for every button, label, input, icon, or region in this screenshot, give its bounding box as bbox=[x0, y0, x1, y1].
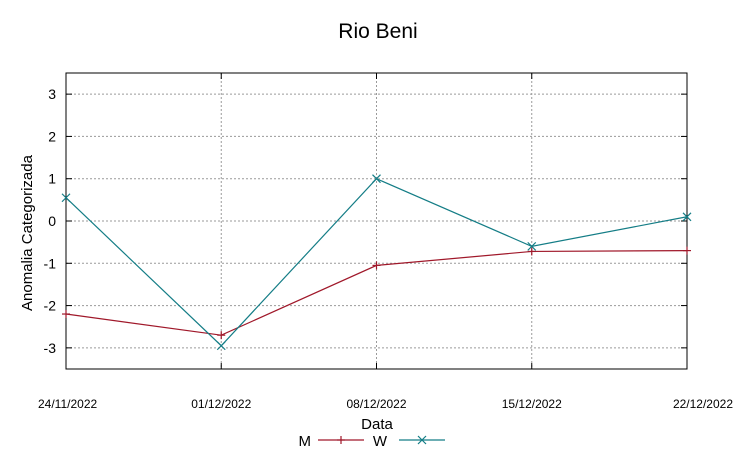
gridlines bbox=[65, 73, 688, 369]
data-point-M bbox=[683, 246, 691, 255]
x-tick-label: 08/12/2022 bbox=[346, 397, 406, 411]
data-point-W bbox=[61, 193, 71, 203]
y-tick-label: -1 bbox=[44, 255, 57, 271]
legend-label: W bbox=[373, 433, 388, 450]
x-tick-label: 01/12/2022 bbox=[191, 397, 251, 411]
x-tick-label: 24/11/2022 bbox=[38, 397, 97, 411]
legend-label: M bbox=[299, 433, 312, 450]
data-point-M bbox=[372, 261, 381, 270]
legend-swatch-marker bbox=[337, 436, 345, 444]
y-axis: -3 -2 -1 0 1 2 3 bbox=[44, 86, 687, 356]
chart-title: Rio Beni bbox=[338, 20, 417, 43]
series-layer bbox=[61, 174, 692, 351]
y-tick-label: -2 bbox=[44, 298, 57, 314]
data-point-M bbox=[217, 331, 226, 340]
x-axis-label: Data bbox=[361, 416, 393, 433]
data-point-M bbox=[527, 247, 536, 256]
data-point-W bbox=[372, 174, 381, 184]
x-tick-label: 22/12/2022 bbox=[673, 397, 733, 411]
y-tick-label: 1 bbox=[48, 171, 56, 187]
data-point-W bbox=[527, 241, 537, 251]
y-axis-label: Anomalia Categorizada bbox=[19, 154, 36, 311]
data-point-W bbox=[682, 212, 692, 222]
y-tick-label: -3 bbox=[44, 340, 57, 356]
x-tick-label: 15/12/2022 bbox=[502, 397, 562, 411]
y-tick-label: 2 bbox=[48, 128, 56, 144]
y-tick-label: 3 bbox=[48, 86, 56, 102]
data-point-W bbox=[216, 341, 226, 351]
legend-swatch-marker bbox=[417, 435, 427, 445]
y-tick-label: 0 bbox=[48, 213, 56, 229]
data-point-M bbox=[62, 310, 70, 319]
x-axis: 24/11/2022 01/12/2022 08/12/2022 15/12/2022… bbox=[38, 73, 733, 411]
